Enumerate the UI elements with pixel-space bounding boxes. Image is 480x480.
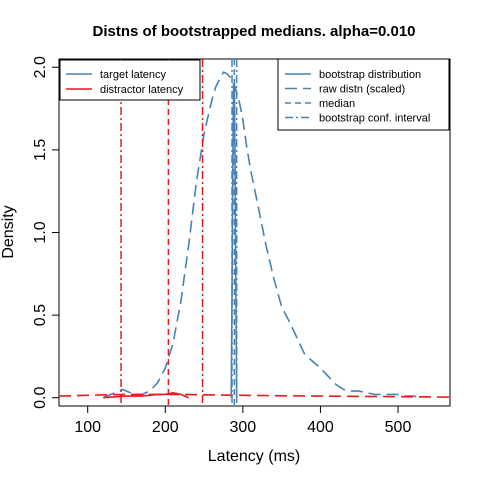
y-tick-label-2: 2.0: [32, 56, 49, 78]
y-axis-label: Density: [0, 205, 17, 258]
legend-right-label-1: raw distn (scaled): [319, 84, 405, 96]
legend-left-label-1: distractor latency: [100, 84, 184, 96]
y-tick-label-1.5: 1.5: [32, 139, 49, 161]
x-tick-label-400: 400: [307, 419, 334, 436]
plot-area: [58, 58, 451, 407]
y-tick-label-0.5: 0.5: [32, 304, 49, 326]
y-axis: 0.0 0.5 1.0 1.5 2.0: [32, 56, 59, 409]
y-tick-label-1: 1.0: [32, 221, 49, 243]
legend-right-label-2: median: [319, 98, 355, 110]
chart-title: Distns of bootstrapped medians. alpha=0.…: [93, 23, 416, 40]
legend-right-label-3: bootstrap conf. interval: [319, 113, 430, 125]
x-tick-label-100: 100: [74, 419, 101, 436]
series-distractor-bootstrap: [103, 391, 189, 399]
x-tick-label-200: 200: [152, 419, 179, 436]
legend-right: bootstrap distribution raw distn (scaled)…: [277, 58, 450, 131]
legend-left: target latency distractor latency: [59, 59, 201, 101]
series-distractor-raw-distn: [58, 393, 451, 398]
x-axis-label: Latency (ms): [208, 448, 300, 465]
x-axis: 100 200 300 400 500: [74, 406, 411, 436]
x-tick-label-500: 500: [385, 419, 412, 436]
legend-left-frame: [59, 59, 201, 101]
legend-left-label-0: target latency: [100, 69, 167, 81]
series-target-raw-distn: [102, 71, 422, 399]
x-tick-label-300: 300: [230, 419, 257, 436]
y-tick-label-0: 0.0: [32, 387, 49, 409]
series-layer: [58, 59, 451, 406]
legend-right-label-0: bootstrap distribution: [319, 69, 421, 81]
